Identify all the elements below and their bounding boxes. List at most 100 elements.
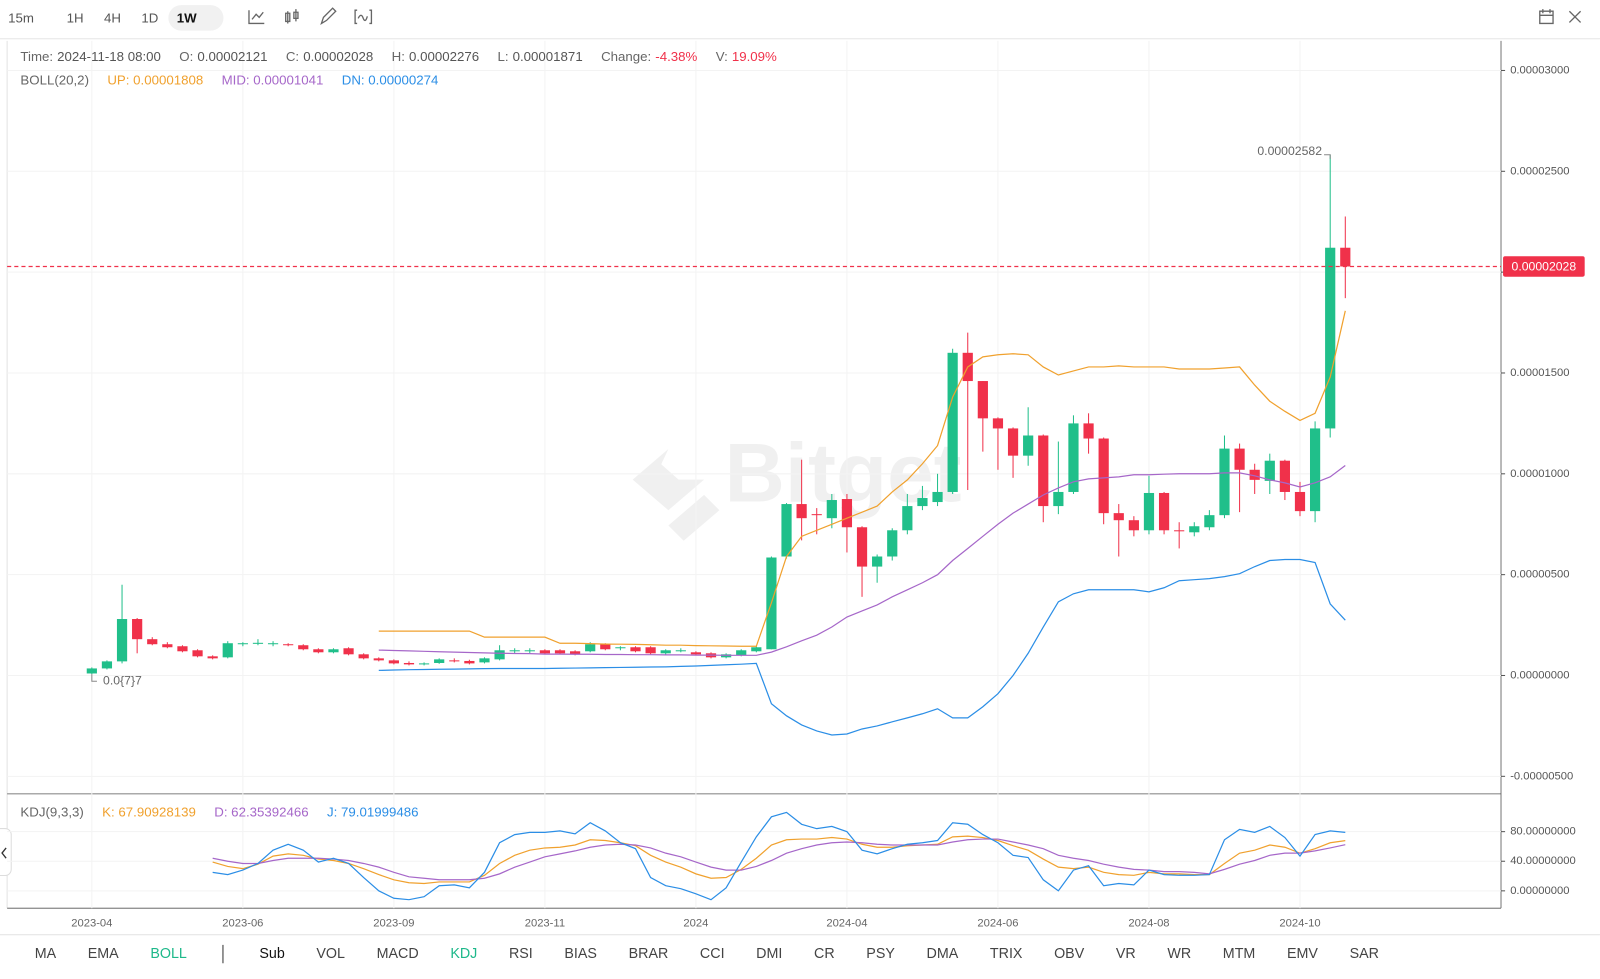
- candle-body: [267, 643, 279, 645]
- y-tick-label: 40.00000000: [1510, 855, 1576, 867]
- candle-body: [494, 650, 505, 660]
- candle-body: [449, 660, 460, 662]
- indicator-tab[interactable]: BIAS: [564, 944, 597, 962]
- candle-body: [1340, 247, 1351, 267]
- info-label: Change:: [601, 48, 652, 65]
- timeframe[interactable]: 15m: [8, 9, 34, 25]
- candle-body: [222, 643, 233, 658]
- indicator-tab[interactable]: MACD: [376, 944, 419, 962]
- candle-body: [690, 652, 702, 655]
- indicator-tabs: MA EMA BOLL Sub VOL MACD KDJ RSI BIAS BRAR CCI DMI C…: [34, 944, 1379, 964]
- candle-body: [992, 418, 1004, 429]
- watermark-logo: [668, 494, 720, 541]
- candle-body: [1249, 469, 1260, 480]
- y-tick-label: 0.00001000: [1510, 468, 1569, 480]
- indicator-tab[interactable]: MTM: [1222, 944, 1256, 962]
- candle-body: [600, 644, 611, 650]
- max-label: 0.00002582: [1257, 144, 1322, 158]
- indicator-tab[interactable]: CR: [814, 944, 835, 962]
- indicator-line: [378, 310, 1346, 647]
- timeframe[interactable]: 1H: [66, 9, 84, 25]
- candle-body: [298, 645, 309, 650]
- indicator-tab[interactable]: DMI: [756, 944, 783, 962]
- indicator-tab[interactable]: SAR: [1349, 944, 1379, 962]
- candle-body: [1174, 530, 1185, 532]
- timeframe[interactable]: 1W: [168, 4, 224, 31]
- timeframe[interactable]: 1D: [141, 9, 159, 25]
- timeframe[interactable]: 4H: [104, 9, 121, 25]
- min-label: 0.0{7}7: [103, 673, 142, 687]
- collapse-tab[interactable]: [0, 828, 12, 877]
- info-item: C: 0.00002028: [286, 49, 373, 64]
- indicator-tab[interactable]: MA: [34, 944, 57, 962]
- indicator-tab[interactable]: EMV: [1286, 944, 1318, 962]
- candle-body: [509, 650, 520, 652]
- info-label: O:: [179, 48, 194, 65]
- y-tick-label: 0.00000000: [1510, 669, 1569, 681]
- candle-body: [403, 662, 415, 665]
- candle-body: [1083, 423, 1094, 439]
- candle-body: [1113, 513, 1124, 521]
- indicator-tab[interactable]: TRIX: [989, 944, 1023, 962]
- candle-body: [887, 530, 898, 557]
- indicator-tab[interactable]: WR: [1167, 944, 1192, 962]
- draw-icon[interactable]: [320, 7, 337, 25]
- legend-entry: UP: 0.00001808: [107, 72, 204, 88]
- tab-separator: [222, 944, 224, 964]
- candle-body: [826, 500, 837, 519]
- x-tick-label: 2024-08: [1128, 917, 1169, 929]
- indicator-tab[interactable]: OBV: [1054, 944, 1085, 962]
- info-value: 19.09%: [731, 48, 777, 65]
- max-marker: [1324, 154, 1331, 159]
- collapse-arrow[interactable]: [1, 847, 7, 859]
- candle-body: [252, 642, 264, 644]
- info-label: Time:: [20, 48, 54, 65]
- close-icon[interactable]: [1568, 10, 1582, 23]
- candle-body: [192, 650, 203, 657]
- sub-label: Sub: [259, 944, 285, 962]
- candle-body: [328, 649, 339, 653]
- indicator-line: [212, 838, 1346, 881]
- info-label: C:: [285, 48, 300, 65]
- last-price-tag: [1503, 256, 1585, 277]
- candle-body: [373, 658, 384, 661]
- legend-entry: D: 62.35392466: [214, 804, 309, 820]
- y-tick-label: 0.00000500: [1510, 569, 1569, 581]
- line-chart-icon[interactable]: [248, 10, 265, 25]
- y-tick-label: 0.00003000: [1510, 64, 1569, 76]
- indicator-icon[interactable]: [354, 9, 373, 25]
- indicator-tab[interactable]: DMA: [926, 944, 959, 962]
- indicator-tab[interactable]: CCI: [699, 944, 725, 962]
- candle-body: [1309, 428, 1321, 512]
- indicator-tab[interactable]: BOLL: [150, 944, 187, 962]
- candle-body: [947, 352, 958, 492]
- candle-body: [630, 647, 641, 652]
- info-label: V:: [715, 48, 728, 65]
- info-item: H: 0.00002276: [392, 49, 479, 64]
- indicator-tab[interactable]: BRAR: [628, 944, 669, 962]
- legend-entry: K: 67.90928139: [102, 804, 196, 820]
- candle-body: [524, 650, 535, 652]
- indicator-tab[interactable]: EMA: [87, 944, 119, 962]
- candle-body: [434, 659, 445, 663]
- candle-body: [932, 491, 943, 503]
- min-marker: [91, 674, 97, 682]
- collapse-tab-bg[interactable]: [0, 828, 12, 877]
- indicator-tab[interactable]: VR: [1115, 944, 1136, 962]
- indicator-tab[interactable]: VOL: [316, 944, 345, 962]
- candle-body: [147, 639, 158, 645]
- candle-body: [615, 647, 626, 649]
- indicator-tab[interactable]: RSI: [508, 944, 533, 962]
- indicator-tab[interactable]: PSY: [866, 944, 895, 962]
- indicator-tab[interactable]: KDJ: [450, 944, 478, 962]
- candle-body: [1053, 491, 1064, 507]
- x-tick-label: 2024-04: [826, 917, 867, 929]
- y-tick-label: 0.00001500: [1510, 367, 1569, 379]
- candle-body: [841, 499, 853, 528]
- candle-body: [1007, 428, 1019, 456]
- indicator-line: [212, 835, 1346, 885]
- candle-icon[interactable]: [285, 9, 299, 24]
- calendar-icon[interactable]: [1539, 9, 1554, 25]
- candle-body: [736, 650, 747, 656]
